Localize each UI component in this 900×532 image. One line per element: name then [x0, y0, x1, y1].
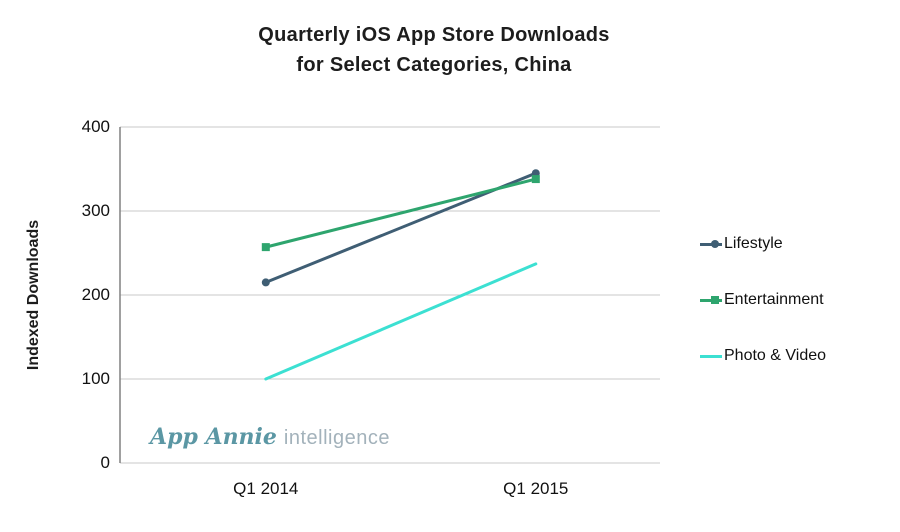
chart-title-line1: Quarterly iOS App Store Downloads — [258, 24, 610, 46]
series-line-photo-video — [264, 262, 538, 381]
watermark: App Annie intelligence — [150, 424, 390, 450]
chart-title: Quarterly iOS App Store Downloads for Se… — [0, 20, 868, 80]
legend-label: Entertainment — [724, 291, 824, 308]
legend-item-entertainment: Entertainment — [700, 290, 826, 310]
legend-item-lifestyle: Lifestyle — [700, 234, 826, 254]
watermark-brand: App Annie — [150, 424, 277, 450]
data-point-lifestyle — [261, 278, 270, 287]
legend-item-photo-video: Photo & Video — [700, 346, 826, 366]
legend-swatch-lifestyle — [700, 237, 722, 251]
legend-swatch-photo-video — [700, 349, 722, 363]
legend-label: Photo & Video — [724, 347, 827, 364]
chart-title-line2: for Select Categories, China — [296, 54, 572, 76]
series-line-entertainment — [264, 177, 538, 249]
data-point-entertainment — [261, 243, 270, 252]
watermark-suffix: intelligence — [283, 427, 390, 449]
legend: Lifestyle Entertainment Photo & Video — [700, 234, 826, 402]
legend-swatch-entertainment — [700, 293, 722, 307]
legend-label: Lifestyle — [724, 235, 783, 252]
data-point-entertainment — [531, 175, 540, 184]
